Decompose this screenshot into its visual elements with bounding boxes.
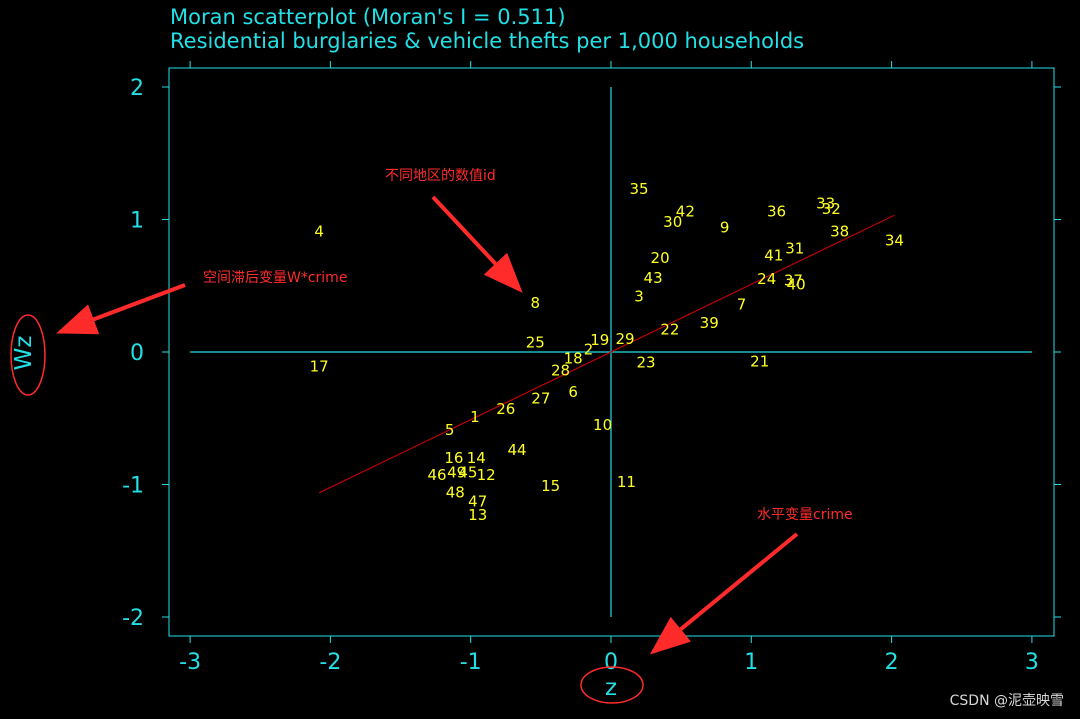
chart-subtitle: Residential burglaries & vehicle thefts … [170, 29, 804, 53]
point-label-48: 48 [446, 483, 465, 501]
point-label-24: 24 [757, 270, 776, 288]
point-label-18: 18 [564, 350, 583, 368]
point-label-22: 22 [660, 320, 679, 338]
point-label-19: 19 [590, 331, 609, 349]
point-label-5: 5 [445, 421, 455, 439]
point-label-13: 13 [468, 506, 487, 524]
point-label-35: 35 [630, 180, 649, 198]
point-label-16: 16 [444, 449, 463, 467]
y-tick-label: 1 [130, 209, 144, 234]
point-label-42: 42 [676, 203, 695, 221]
y-tick-label: 2 [130, 76, 144, 101]
y-axis-title: Wz [11, 336, 37, 371]
point-label-41: 41 [764, 246, 783, 264]
point-label-33: 33 [816, 195, 835, 213]
point-label-8: 8 [530, 294, 540, 312]
point-label-28: 28 [551, 362, 570, 380]
point-label-29: 29 [615, 330, 634, 348]
y-tick-label: -2 [122, 606, 144, 631]
point-label-31: 31 [785, 240, 804, 258]
point-label-7: 7 [737, 295, 747, 313]
point-label-26: 26 [496, 400, 515, 418]
x-tick-label: -1 [460, 650, 482, 675]
crime-variable-arrow [649, 532, 799, 655]
point-label-44: 44 [507, 441, 526, 459]
x-tick-label: -3 [179, 650, 201, 675]
point-label-37: 37 [784, 271, 803, 289]
x-tick-label: 3 [1025, 650, 1039, 675]
lag-variable-arrow [56, 283, 186, 335]
lag-variable-annotation: 空间滞后变量W*crime [203, 270, 347, 286]
x-axis-title: z [605, 675, 617, 701]
point-label-38: 38 [830, 222, 849, 240]
point-label-10: 10 [593, 416, 612, 434]
point-label-49: 49 [447, 464, 466, 482]
point-label-40: 40 [787, 275, 806, 293]
x-tick-label: 2 [885, 650, 899, 675]
point-label-12: 12 [477, 466, 496, 484]
crime-variable-annotation: 水平变量crime [757, 507, 853, 523]
point-label-14: 14 [467, 449, 486, 467]
point-label-1: 1 [470, 408, 480, 426]
x-tick-label: -2 [319, 650, 341, 675]
id-annotation: 不同地区的数值id [385, 168, 496, 184]
point-label-3: 3 [634, 287, 644, 305]
x-title-highlight [580, 666, 644, 704]
point-label-27: 27 [531, 389, 550, 407]
point-label-25: 25 [526, 334, 545, 352]
point-label-21: 21 [750, 352, 769, 370]
y-title-highlight [10, 314, 46, 396]
point-label-23: 23 [637, 354, 656, 372]
id-annotation-arrow [431, 195, 523, 293]
chart-title: Moran scatterplot (Moran's I = 0.511) [170, 5, 566, 29]
point-label-34: 34 [885, 232, 904, 250]
x-tick-label: 1 [744, 650, 758, 675]
point-label-46: 46 [427, 466, 446, 484]
point-label-20: 20 [651, 249, 670, 267]
point-label-2: 2 [584, 340, 594, 358]
point-label-11: 11 [617, 473, 636, 491]
regression-line [318, 214, 895, 494]
point-label-17: 17 [310, 358, 329, 376]
point-label-30: 30 [663, 213, 682, 231]
y-tick-label: -1 [122, 474, 144, 499]
point-label-15: 15 [541, 477, 560, 495]
point-label-43: 43 [644, 269, 663, 287]
x-tick-label: 0 [604, 650, 618, 675]
point-label-45: 45 [458, 464, 477, 482]
point-label-9: 9 [720, 218, 730, 236]
point-label-6: 6 [568, 383, 578, 401]
point-label-47: 47 [468, 493, 487, 511]
point-label-32: 32 [822, 200, 841, 218]
point-label-39: 39 [700, 314, 719, 332]
point-label-36: 36 [767, 203, 786, 221]
y-tick-label: 0 [130, 341, 144, 366]
watermark: CSDN @泥壶映雪 [950, 693, 1064, 709]
point-label-4: 4 [314, 222, 324, 240]
